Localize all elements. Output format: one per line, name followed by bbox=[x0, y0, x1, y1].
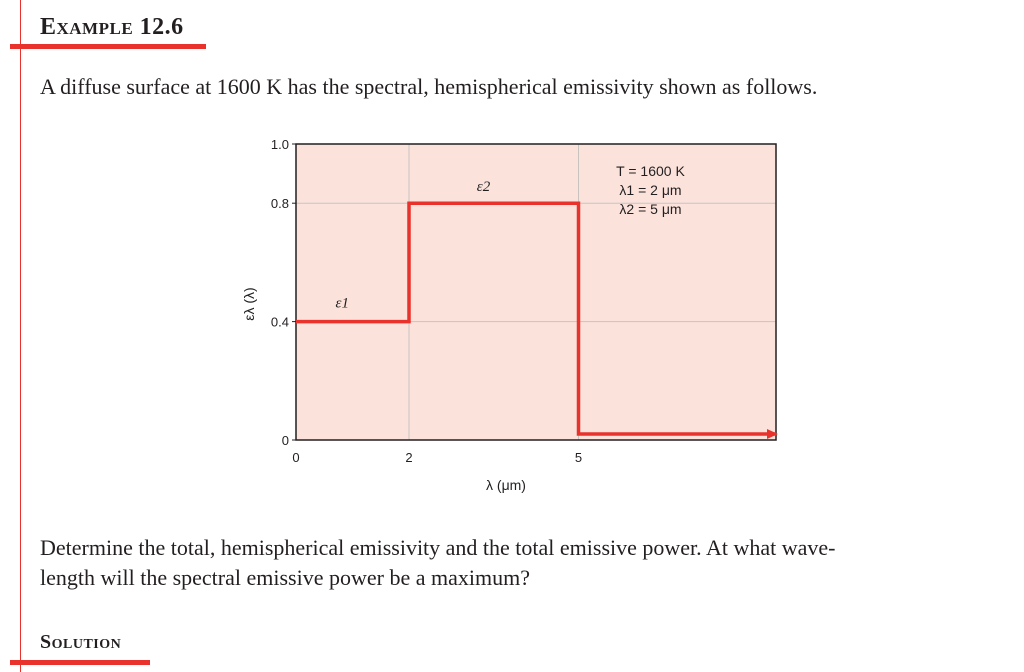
y-tick-label: 0 bbox=[282, 433, 289, 448]
plot-area bbox=[296, 144, 776, 440]
legend-line: T = 1600 K bbox=[616, 163, 685, 179]
y-tick-label: 0.8 bbox=[271, 196, 289, 211]
example-title: Example 12.6 bbox=[40, 14, 184, 40]
emissivity-step-line bbox=[296, 201, 776, 436]
x-tick-label: 0 bbox=[292, 450, 299, 465]
legend-line: λ1 = 2 μm bbox=[619, 182, 681, 198]
example-underline bbox=[10, 44, 206, 49]
problem-statement: A diffuse surface at 1600 K has the spec… bbox=[40, 74, 818, 99]
question-line-2: length will the spectral emissive power … bbox=[40, 565, 530, 590]
solution-underline bbox=[10, 660, 150, 665]
y-axis-label: ελ (λ) bbox=[241, 287, 257, 320]
solution-title: Solution bbox=[40, 631, 122, 653]
y-tick-label: 0.4 bbox=[271, 315, 289, 330]
epsilon-2-label: ε2 bbox=[477, 179, 491, 195]
left-margin-rule bbox=[20, 0, 21, 672]
emissivity-chart: 0 0.4 0.8 1.0 0 2 5 λ (μm) ελ (λ) ε1 ε2 T = 1600 K λ… bbox=[241, 137, 778, 493]
y-tick-label: 1.0 bbox=[271, 137, 289, 152]
question-line-1: Determine the total, hemispherical emiss… bbox=[40, 535, 836, 560]
x-tick-label: 2 bbox=[405, 450, 412, 465]
epsilon-1-label: ε1 bbox=[336, 296, 349, 312]
legend-line: λ2 = 5 μm bbox=[619, 201, 681, 217]
x-axis-label: λ (μm) bbox=[486, 477, 526, 493]
x-tick-label: 5 bbox=[575, 450, 582, 465]
arrowhead bbox=[767, 429, 778, 439]
plot-frame bbox=[295, 143, 777, 441]
